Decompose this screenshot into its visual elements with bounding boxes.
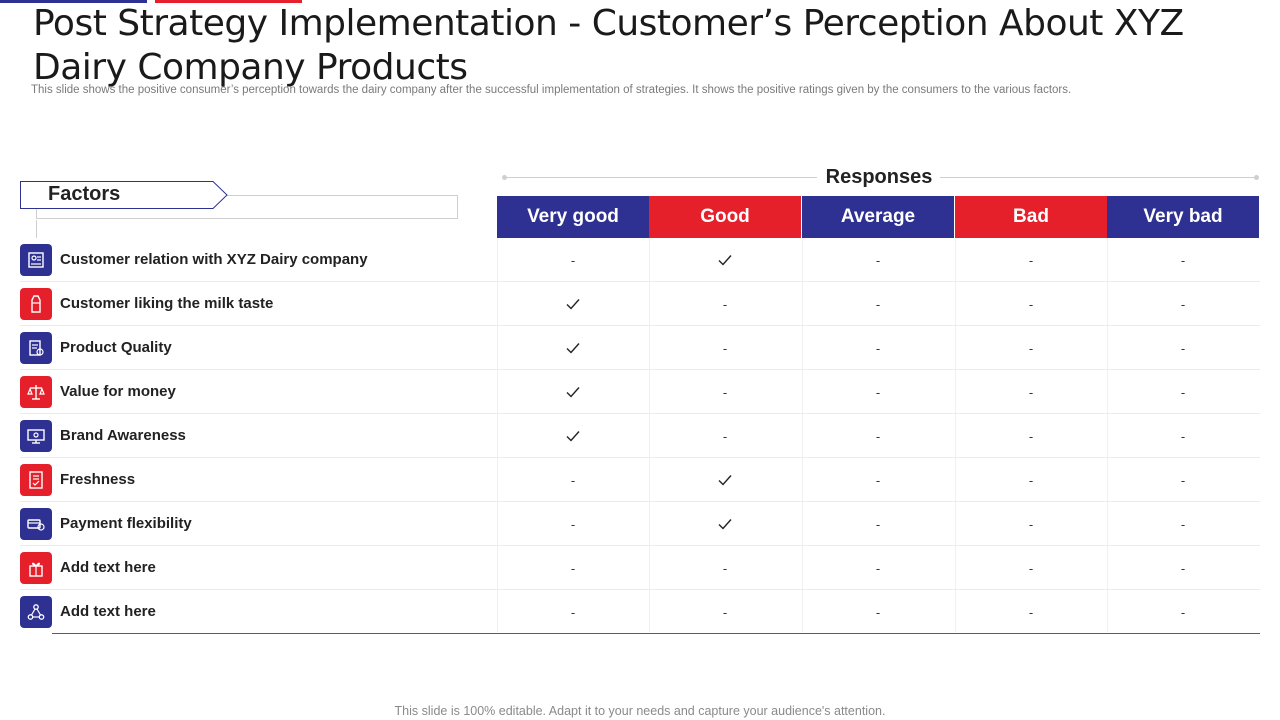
quality-icon (20, 332, 52, 364)
column-header-average: Average (802, 196, 954, 238)
empty-cell-dash: - (875, 252, 881, 268)
empty-cell-dash: - (1028, 252, 1034, 268)
empty-cell-dash: - (1180, 384, 1186, 400)
empty-cell-dash: - (1028, 516, 1034, 532)
table-row (20, 502, 1260, 546)
empty-cell-dash: - (722, 428, 728, 444)
empty-cell-dash: - (875, 604, 881, 620)
table-row (20, 458, 1260, 502)
column-divider (955, 238, 956, 632)
check-mark-icon (649, 238, 801, 282)
accent-bar-navy (0, 0, 147, 3)
empty-cell-dash: - (875, 428, 881, 444)
column-header-very-bad: Very bad (1107, 196, 1259, 238)
network-icon (20, 596, 52, 628)
factors-connector (36, 220, 37, 238)
empty-cell-dash: - (875, 340, 881, 356)
page-subtitle: This slide shows the positive consumer’s… (31, 84, 1072, 96)
column-divider (497, 238, 498, 632)
empty-cell-dash: - (1028, 560, 1034, 576)
check-mark-icon (497, 414, 649, 458)
empty-cell-dash: - (875, 516, 881, 532)
empty-cell-dash: - (1180, 296, 1186, 312)
empty-cell-dash: - (1180, 428, 1186, 444)
empty-cell-dash: - (1028, 384, 1034, 400)
factor-label: Add text here (60, 559, 156, 576)
factor-label: Customer liking the milk taste (60, 295, 274, 312)
responses-line-left (505, 177, 817, 178)
payment-icon (20, 508, 52, 540)
table-row (20, 370, 1260, 414)
responses-line-dot-left (502, 175, 507, 180)
responses-line-right (940, 177, 1256, 178)
empty-cell-dash: - (875, 384, 881, 400)
column-header-good: Good (649, 196, 801, 238)
factors-header: Factors (20, 181, 228, 209)
customer-relation-icon (20, 244, 52, 276)
empty-cell-dash: - (1180, 604, 1186, 620)
empty-cell-dash: - (722, 604, 728, 620)
empty-cell-dash: - (722, 296, 728, 312)
empty-cell-dash: - (570, 560, 576, 576)
empty-cell-dash: - (1028, 472, 1034, 488)
check-mark-icon (649, 458, 801, 502)
responses-line-dot-right (1254, 175, 1259, 180)
table-row (20, 326, 1260, 370)
gift-icon (20, 552, 52, 584)
factors-label: Factors (48, 183, 121, 205)
empty-cell-dash: - (875, 560, 881, 576)
table-row (20, 282, 1260, 326)
empty-cell-dash: - (722, 340, 728, 356)
factors-arrow-shape (20, 181, 228, 209)
accent-bar-red (155, 0, 302, 3)
column-divider (802, 238, 803, 632)
empty-cell-dash: - (1028, 604, 1034, 620)
table-row (20, 414, 1260, 458)
freshness-document-icon (20, 464, 52, 496)
empty-cell-dash: - (1180, 560, 1186, 576)
column-header-bad: Bad (955, 196, 1107, 238)
factor-label: Payment flexibility (60, 515, 192, 532)
empty-cell-dash: - (570, 252, 576, 268)
column-divider (649, 238, 650, 632)
check-mark-icon (497, 370, 649, 414)
empty-cell-dash: - (722, 384, 728, 400)
table-row (20, 238, 1260, 282)
check-mark-icon (497, 326, 649, 370)
empty-cell-dash: - (1028, 340, 1034, 356)
check-mark-icon (497, 282, 649, 326)
empty-cell-dash: - (1180, 340, 1186, 356)
brand-monitor-icon (20, 420, 52, 452)
money-scale-icon (20, 376, 52, 408)
empty-cell-dash: - (570, 516, 576, 532)
factor-label: Brand Awareness (60, 427, 186, 444)
milk-carton-icon (20, 288, 52, 320)
factor-label: Add text here (60, 603, 156, 620)
column-header-very-good: Very good (497, 196, 649, 238)
factor-label: Freshness (60, 471, 136, 488)
empty-cell-dash: - (722, 560, 728, 576)
empty-cell-dash: - (1180, 516, 1186, 532)
empty-cell-dash: - (1180, 252, 1186, 268)
factor-label: Customer relation with XYZ Dairy company (60, 251, 368, 268)
empty-cell-dash: - (875, 296, 881, 312)
responses-label: Responses (825, 166, 933, 188)
table-row (20, 546, 1260, 590)
factor-label: Value for money (60, 383, 176, 400)
factor-label: Product Quality (60, 339, 172, 356)
empty-cell-dash: - (1028, 428, 1034, 444)
empty-cell-dash: - (1180, 472, 1186, 488)
empty-cell-dash: - (875, 472, 881, 488)
column-divider (1107, 238, 1108, 632)
footer-note: This slide is 100% editable. Adapt it to… (394, 704, 886, 718)
empty-cell-dash: - (570, 604, 576, 620)
empty-cell-dash: - (1028, 296, 1034, 312)
table-row (52, 590, 1260, 634)
page-title: Post Strategy Implementation - Customer’… (33, 3, 1184, 88)
check-mark-icon (649, 502, 801, 546)
empty-cell-dash: - (570, 472, 576, 488)
